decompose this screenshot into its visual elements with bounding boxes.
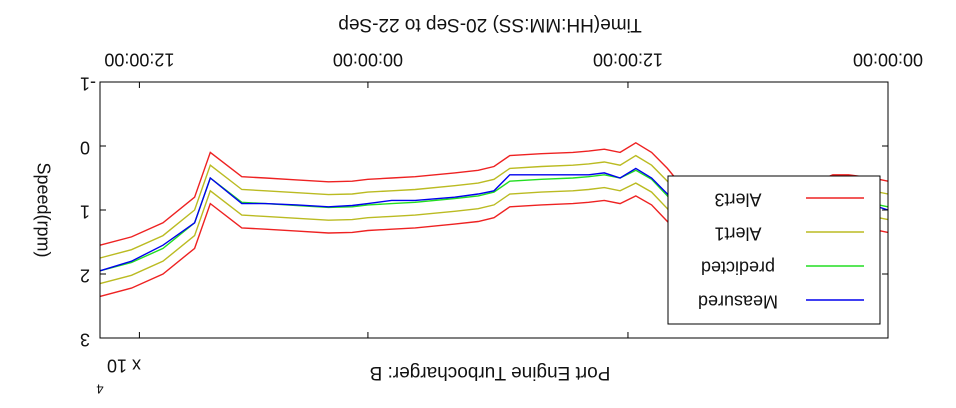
y-axis-label: Speed(rpm): [33, 162, 53, 257]
x-tick-label: 00:00:00: [333, 49, 403, 69]
axis-layer: -1 0 1 2 3 12:00:00 00:00:00 12:00:00 00:00:00: [80, 49, 923, 349]
x-tick-label: 00:00:00: [853, 49, 923, 69]
y-multiplier: x 10: [107, 355, 141, 375]
legend-label-alert3: Alert3: [714, 189, 761, 209]
legend-label-alert1: Alert1: [714, 223, 761, 243]
x-tick-label: 12:00:00: [104, 49, 174, 69]
legend-label-measured: Measured: [698, 291, 778, 311]
y-tick-label: 2: [80, 265, 90, 285]
y-tick-label: -1: [80, 73, 96, 93]
chart-title: Port Engine Turbocharger: B: [370, 362, 611, 383]
y-tick-label: 0: [80, 137, 90, 157]
y-tick-label: 3: [80, 329, 90, 349]
y-multiplier-exponent: 4: [96, 382, 103, 397]
legend-layer: Alert3 Alert1 predicted Measured: [667, 175, 881, 325]
x-axis-label: Time(HH:MM:SS) 20-Sep to 22-Sep: [338, 14, 641, 35]
legend-label-predicted: predicted: [701, 257, 775, 277]
y-tick-label: 1: [80, 201, 90, 221]
x-tick-label: 12:00:00: [593, 49, 663, 69]
